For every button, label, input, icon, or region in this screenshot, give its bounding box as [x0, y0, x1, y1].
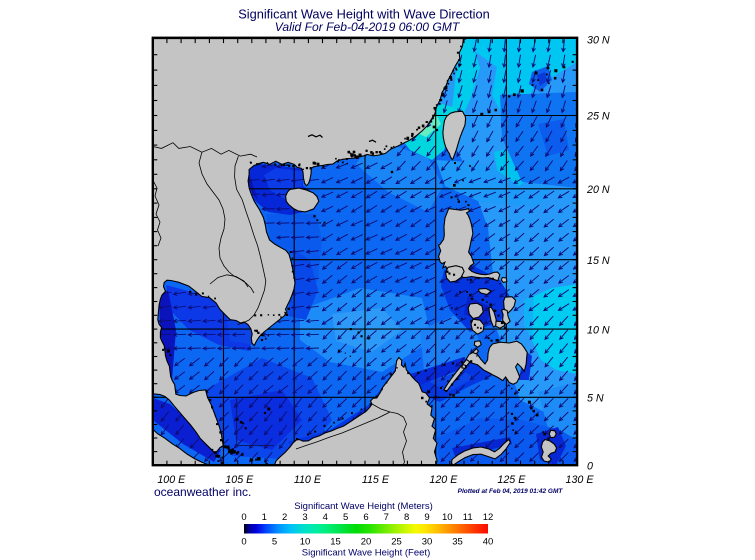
svg-text:3: 3	[302, 512, 307, 523]
svg-text:30: 30	[422, 537, 433, 548]
svg-text:12: 12	[483, 512, 494, 523]
svg-text:110 E: 110 E	[294, 474, 322, 486]
svg-text:130 E: 130 E	[566, 474, 595, 486]
svg-text:10: 10	[300, 537, 311, 548]
svg-text:Significant Wave Height with W: Significant Wave Height with Wave Direct…	[238, 7, 490, 22]
svg-text:15 N: 15 N	[587, 255, 610, 267]
svg-text:30 N: 30 N	[587, 34, 610, 46]
svg-text:100 E: 100 E	[157, 474, 186, 486]
svg-text:4: 4	[323, 512, 328, 523]
svg-text:2: 2	[282, 512, 287, 523]
svg-text:Valid For Feb-04-2019 06:00 GM: Valid For Feb-04-2019 06:00 GMT	[275, 20, 461, 34]
svg-text:25: 25	[391, 537, 402, 548]
svg-text:8: 8	[404, 512, 409, 523]
svg-text:5 N: 5 N	[587, 393, 604, 405]
svg-text:7: 7	[384, 512, 389, 523]
svg-text:0: 0	[241, 512, 246, 523]
svg-text:Significant Wave Height (Feet): Significant Wave Height (Feet)	[302, 548, 430, 559]
svg-text:15: 15	[330, 537, 341, 548]
svg-text:20 N: 20 N	[586, 184, 610, 196]
svg-text:5: 5	[343, 512, 348, 523]
svg-text:9: 9	[424, 512, 429, 523]
svg-text:125 E: 125 E	[497, 474, 526, 486]
svg-text:25 N: 25 N	[586, 111, 610, 123]
svg-text:40: 40	[483, 537, 494, 548]
svg-text:35: 35	[452, 537, 463, 548]
svg-text:Significant Wave Height (Meter: Significant Wave Height (Meters)	[294, 501, 433, 512]
svg-text:Plotted at Feb 04, 2019 01:42: Plotted at Feb 04, 2019 01:42 GMT	[458, 488, 564, 495]
svg-text:0: 0	[587, 460, 593, 472]
svg-text:20: 20	[361, 537, 372, 548]
svg-text:11: 11	[463, 512, 473, 523]
svg-text:10: 10	[442, 512, 453, 523]
svg-text:115 E: 115 E	[362, 474, 390, 486]
svg-text:105 E: 105 E	[225, 474, 254, 486]
svg-text:0: 0	[241, 537, 246, 548]
svg-text:oceanweather inc.: oceanweather inc.	[154, 485, 251, 499]
svg-text:1: 1	[262, 512, 267, 523]
svg-text:10 N: 10 N	[587, 324, 610, 336]
svg-text:6: 6	[363, 512, 368, 523]
svg-text:120 E: 120 E	[429, 474, 458, 486]
svg-text:5: 5	[272, 537, 277, 548]
